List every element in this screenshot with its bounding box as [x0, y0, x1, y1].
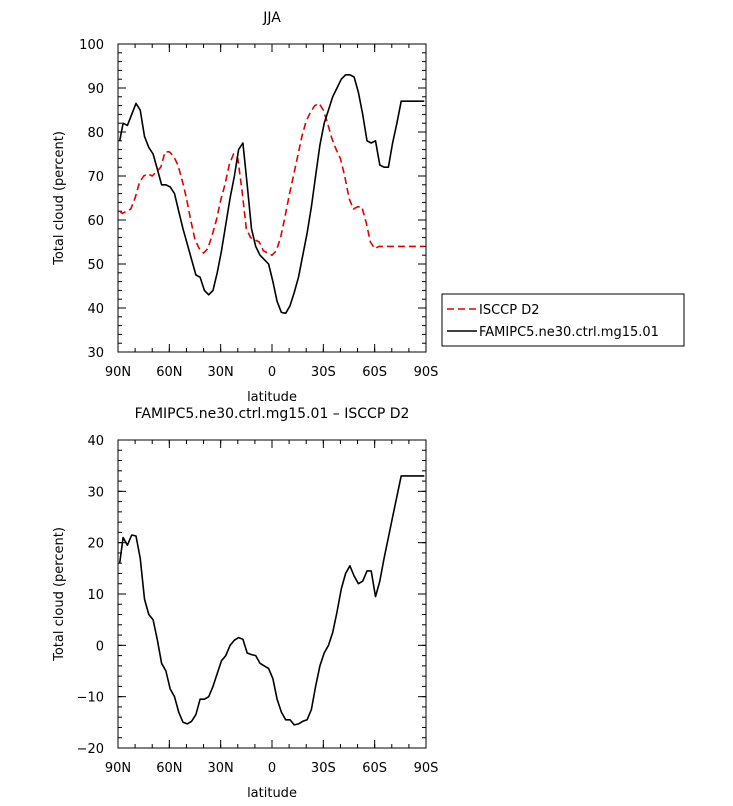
y-tick-label: 30 [87, 485, 104, 500]
x-tick-label: 30S [311, 761, 336, 776]
x-tick-label: 30S [311, 365, 336, 380]
top-panel: 90N 60N 30N 0 30S 60S 90S 30 40 50 60 70 80 90 100 JJA l… [52, 10, 438, 405]
x-tick-label: 0 [268, 761, 276, 776]
y-tick-label: −20 [77, 742, 104, 757]
legend-label: ISCCP D2 [479, 303, 540, 318]
y-tick-label: 50 [87, 258, 104, 273]
x-tick-label: 30N [208, 365, 234, 380]
x-tick-label: 90N [105, 761, 131, 776]
bottom-panel: 90N 60N 30N 0 30S 60S 90S −20 −10 0 10 20 30 40 FAMIPC… [52, 406, 438, 801]
x-axis-label: latitude [247, 390, 297, 405]
legend-label: FAMIPC5.ne30.ctrl.mg15.01 [479, 325, 659, 340]
y-tick-label: 20 [87, 537, 104, 552]
chart-title: JJA [262, 10, 281, 26]
y-tick-label: 40 [87, 434, 104, 449]
series-line [119, 102, 425, 256]
x-axis-label: latitude [247, 786, 297, 801]
y-tick-label: 10 [87, 588, 104, 603]
plot-frame [117, 43, 427, 353]
series-line [118, 475, 425, 726]
x-tick-label: 90S [414, 365, 439, 380]
x-tick-label: 60S [362, 365, 387, 380]
y-tick-label: 30 [87, 346, 104, 361]
y-tick-label: 100 [79, 38, 104, 53]
x-tick-label: 0 [268, 365, 276, 380]
chart-title: FAMIPC5.ne30.ctrl.mg15.01 – ISCCP D2 [135, 406, 410, 422]
x-tick-label: 90S [414, 761, 439, 776]
legend-box [441, 293, 685, 347]
x-tick-label: 60N [156, 365, 182, 380]
series-line [118, 74, 425, 315]
x-tick-label: 30N [208, 761, 234, 776]
y-tick-label: 60 [87, 214, 104, 229]
y-axis-label: Total cloud (percent) [52, 131, 67, 266]
legend: ISCCP D2 FAMIPC5.ne30.ctrl.mg15.01 [441, 293, 685, 347]
x-tick-label: 60S [362, 761, 387, 776]
x-tick-label: 60N [156, 761, 182, 776]
plot-frame [117, 439, 427, 749]
y-axis-label: Total cloud (percent) [52, 527, 67, 662]
y-tick-label: 40 [87, 302, 104, 317]
x-tick-label: 90N [105, 365, 131, 380]
y-tick-label: 0 [96, 639, 104, 654]
y-tick-label: 70 [87, 170, 104, 185]
y-tick-label: 80 [87, 126, 104, 141]
y-tick-label: 90 [87, 82, 104, 97]
y-tick-label: −10 [77, 691, 104, 706]
